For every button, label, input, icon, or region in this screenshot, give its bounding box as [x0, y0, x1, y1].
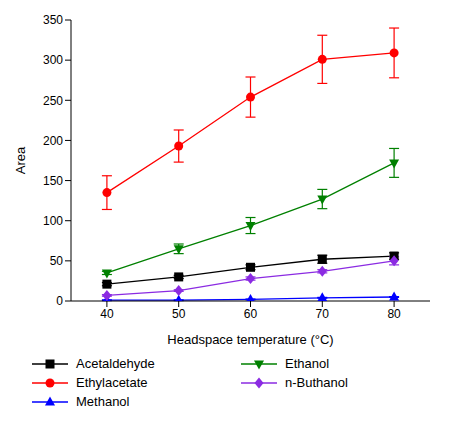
svg-text:60: 60 [244, 307, 258, 321]
html-text:Ethanol: Ethanol [285, 356, 330, 371]
svg-text:Headspace temperature (°C): Headspace temperature (°C) [167, 332, 333, 347]
html-text:Methanol: Methanol [76, 394, 130, 409]
svg-text:70: 70 [316, 307, 330, 321]
svg-text:200: 200 [43, 134, 63, 148]
svg-text:80: 80 [387, 307, 401, 321]
html-text:Ethylacetate: Ethylacetate [76, 375, 148, 390]
svg-text:50: 50 [172, 307, 186, 321]
svg-text:50: 50 [50, 254, 64, 268]
svg-text:Area: Area [13, 146, 28, 174]
svg-text:0: 0 [56, 294, 63, 308]
svg-text:250: 250 [43, 94, 63, 108]
html-text:n-Buthanol: n-Buthanol [285, 375, 348, 390]
svg-text:100: 100 [43, 214, 63, 228]
html-text:Acetaldehyde: Acetaldehyde [76, 356, 155, 371]
svg-text:150: 150 [43, 174, 63, 188]
svg-text:40: 40 [100, 307, 114, 321]
svg-text:300: 300 [43, 53, 63, 67]
svg-text:350: 350 [43, 13, 63, 27]
